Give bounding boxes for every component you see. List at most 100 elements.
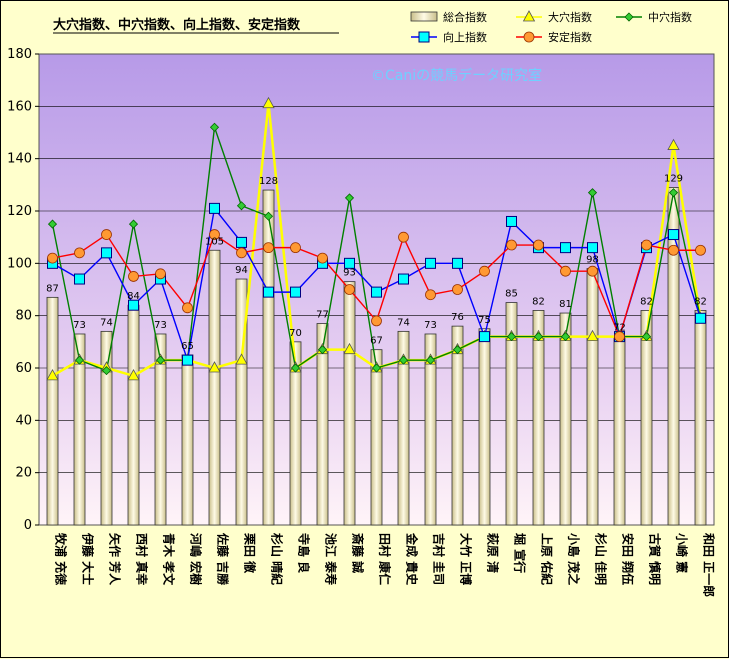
bar-data-label: 73 <box>424 320 437 331</box>
bar-data-label: 76 <box>451 312 464 323</box>
bar <box>397 330 410 526</box>
bar-data-label: 65 <box>181 341 194 352</box>
circle-marker <box>263 242 274 254</box>
diamond-marker <box>263 211 274 221</box>
category-label: 青木 孝文 <box>162 533 177 586</box>
bar <box>424 333 437 526</box>
bar <box>289 341 302 526</box>
bar-data-label: 82 <box>640 296 653 307</box>
square-marker <box>236 236 247 248</box>
category-label: 杉山 佳明 <box>594 533 609 585</box>
bar <box>640 310 653 526</box>
legend-label: 総合指数 <box>443 10 487 24</box>
circle-marker <box>74 247 85 259</box>
square-marker <box>560 242 571 254</box>
circle-marker <box>101 229 112 240</box>
circle-marker <box>641 239 652 251</box>
y-tick-label: 80 <box>15 309 32 324</box>
bar <box>73 333 86 526</box>
diamond-marker <box>344 193 355 203</box>
bar <box>181 354 194 526</box>
bar-data-label: 73 <box>154 320 167 331</box>
square-marker <box>418 31 430 43</box>
bar <box>154 333 167 526</box>
bar-data-label: 73 <box>73 320 86 331</box>
bar <box>667 187 680 526</box>
bar-data-label: 105 <box>205 236 224 247</box>
bar-data-label: 85 <box>505 289 518 300</box>
circle-marker <box>182 302 193 314</box>
square-marker <box>290 286 301 298</box>
triangle-marker <box>235 353 248 365</box>
bar <box>316 323 329 526</box>
diamond-marker <box>209 122 220 132</box>
category-label: 萩原 清 <box>486 532 501 573</box>
circle-marker <box>452 284 463 295</box>
category-label: 杉山 晴紀 <box>270 533 285 585</box>
diamond-marker <box>101 366 112 376</box>
diamond-marker <box>641 332 652 342</box>
category-label: 佐藤 吉勝 <box>216 532 231 586</box>
legend-label: 大穴指数 <box>548 10 592 24</box>
square-marker <box>209 202 220 214</box>
square-marker <box>74 273 85 285</box>
circle-marker <box>479 265 490 277</box>
circle-marker <box>533 239 544 251</box>
square-marker <box>587 242 598 254</box>
triangle-marker <box>343 342 356 355</box>
bar-data-label: 74 <box>397 317 410 328</box>
square-marker <box>182 354 193 366</box>
bar <box>208 249 221 526</box>
diamond-marker <box>371 363 382 373</box>
triangle-marker <box>262 96 275 109</box>
category-label: 吉村 圭司 <box>432 533 447 585</box>
circle-marker <box>506 239 517 251</box>
bar <box>694 310 707 526</box>
category-label: 和田 正一郎 <box>702 532 717 597</box>
category-label: 池江 泰寿 <box>324 533 339 585</box>
circle-marker <box>47 252 58 264</box>
circle-marker <box>290 242 301 254</box>
diamond-marker <box>317 345 328 355</box>
y-tick-label: 160 <box>7 99 32 114</box>
bar <box>505 302 518 526</box>
square-marker <box>452 257 463 269</box>
circle-marker <box>344 284 355 295</box>
triangle-marker <box>522 10 536 22</box>
circle-marker <box>371 315 382 327</box>
bar <box>235 278 248 526</box>
bar-data-label: 128 <box>259 176 278 187</box>
square-marker <box>101 247 112 259</box>
triangle-marker <box>208 361 221 373</box>
bar-data-label: 67 <box>370 336 383 347</box>
triangle-marker <box>127 369 140 381</box>
legend-label: 安定指数 <box>548 30 592 44</box>
bar <box>100 330 113 526</box>
category-label: 伊藤 大士 <box>81 532 96 585</box>
diamond-marker <box>452 345 463 355</box>
category-label: 古賀 慎明 <box>648 533 663 585</box>
diamond-marker <box>624 12 634 22</box>
chart-title: 大穴指数、中穴指数、向上指数、安定指数 <box>53 17 301 33</box>
square-marker <box>668 229 679 241</box>
square-marker <box>128 299 139 311</box>
y-tick-label: 100 <box>7 256 32 271</box>
bar-data-label: 94 <box>235 265 248 276</box>
bar <box>343 281 356 526</box>
triangle-marker <box>667 138 680 150</box>
bar-data-label: 93 <box>343 268 356 279</box>
square-marker <box>425 257 436 269</box>
square-marker <box>398 273 409 285</box>
diamond-marker <box>668 188 679 198</box>
bar <box>613 336 626 526</box>
diamond-marker <box>533 332 544 342</box>
y-tick-label: 20 <box>15 466 32 481</box>
circle-marker <box>128 271 139 282</box>
bar-data-label: 87 <box>46 283 59 294</box>
legend-label: 向上指数 <box>443 30 487 44</box>
diamond-marker <box>290 363 301 373</box>
legend-label: 中穴指数 <box>648 10 692 24</box>
diamond-marker <box>560 332 571 342</box>
